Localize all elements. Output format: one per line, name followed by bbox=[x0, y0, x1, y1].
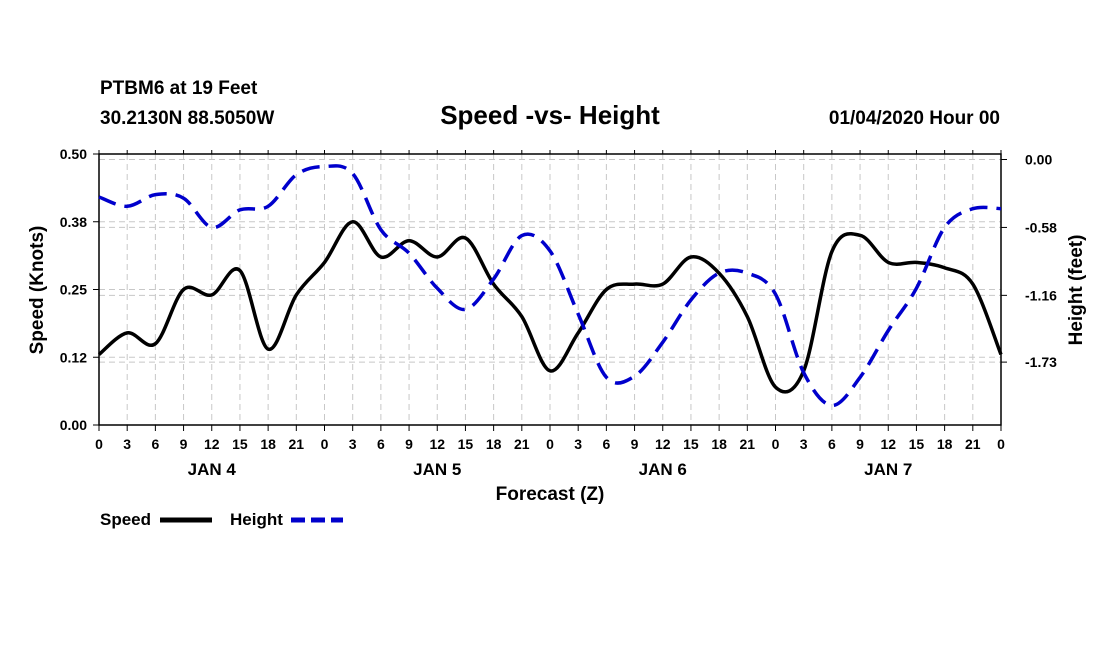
grid-lines bbox=[99, 154, 1001, 425]
x-tick-label: 18 bbox=[937, 436, 953, 452]
x-tick-label: 12 bbox=[429, 436, 445, 452]
x-tick-label: 3 bbox=[123, 436, 131, 452]
x-tick-label: 15 bbox=[458, 436, 474, 452]
legend-height-label: Height bbox=[230, 510, 283, 529]
y-tick-label-left: 0.12 bbox=[60, 349, 87, 365]
y-axis-right-title: Height (feet) bbox=[1066, 235, 1087, 346]
y-tick-label-right: 0.00 bbox=[1025, 152, 1052, 168]
y-tick-label-left: 0.38 bbox=[60, 214, 87, 230]
x-day-label: JAN 4 bbox=[188, 460, 237, 479]
y-tick-label-left: 0.25 bbox=[60, 282, 87, 298]
x-tick-label: 0 bbox=[997, 436, 1005, 452]
y-tick-label-right: -1.16 bbox=[1025, 287, 1057, 303]
x-tick-label: 6 bbox=[828, 436, 836, 452]
y-tick-label-right: -1.73 bbox=[1025, 354, 1057, 370]
x-tick-label: 9 bbox=[631, 436, 639, 452]
forecast-datetime: 01/04/2020 Hour 00 bbox=[829, 108, 1000, 129]
x-tick-label: 18 bbox=[711, 436, 727, 452]
y-tick-label-left: 0.50 bbox=[60, 146, 87, 162]
x-tick-label: 18 bbox=[260, 436, 276, 452]
x-tick-label: 6 bbox=[377, 436, 385, 452]
x-tick-label: 15 bbox=[232, 436, 248, 452]
x-tick-label: 0 bbox=[772, 436, 780, 452]
x-tick-label: 12 bbox=[204, 436, 220, 452]
axes: 0 3 6 9 12 15 18 21 0 3 6 9 12 15 18 21 0 3 6 9 12 15 18 21 0 3 6 9… bbox=[60, 146, 1057, 479]
series-layer bbox=[97, 164, 1003, 408]
x-tick-label: 15 bbox=[683, 436, 699, 452]
series-speed-line bbox=[97, 220, 1003, 394]
x-tick-label: 15 bbox=[909, 436, 925, 452]
station-name: PTBM6 at 19 Feet bbox=[100, 78, 258, 99]
x-tick-label: 3 bbox=[800, 436, 808, 452]
x-tick-label: 18 bbox=[486, 436, 502, 452]
x-tick-label: 3 bbox=[349, 436, 357, 452]
x-tick-label: 3 bbox=[574, 436, 582, 452]
x-day-label: JAN 6 bbox=[639, 460, 687, 479]
x-day-label: JAN 5 bbox=[413, 460, 461, 479]
y-tick-label-right: -0.58 bbox=[1025, 219, 1057, 235]
x-tick-label: 9 bbox=[856, 436, 864, 452]
x-tick-label: 0 bbox=[95, 436, 103, 452]
x-tick-label: 12 bbox=[655, 436, 671, 452]
x-tick-label: 0 bbox=[546, 436, 554, 452]
station-coords: 30.2130N 88.5050W bbox=[100, 108, 274, 129]
series-height-line bbox=[98, 164, 1002, 408]
chart-title: Speed -vs- Height bbox=[440, 100, 660, 130]
x-tick-label: 21 bbox=[289, 436, 305, 452]
y-axis-left-title: Speed (Knots) bbox=[27, 226, 48, 355]
x-tick-label: 12 bbox=[880, 436, 896, 452]
y-tick-label-left: 0.00 bbox=[60, 417, 87, 433]
x-tick-label: 0 bbox=[321, 436, 329, 452]
x-tick-label: 9 bbox=[405, 436, 413, 452]
x-tick-label: 21 bbox=[965, 436, 981, 452]
x-tick-label: 6 bbox=[602, 436, 610, 452]
x-tick-label: 21 bbox=[740, 436, 756, 452]
legend-speed-label: Speed bbox=[100, 510, 151, 529]
x-tick-label: 9 bbox=[180, 436, 188, 452]
x-tick-label: 21 bbox=[514, 436, 530, 452]
x-tick-label: 6 bbox=[151, 436, 159, 452]
legend: Speed Height bbox=[100, 510, 343, 529]
x-axis-title: Forecast (Z) bbox=[496, 484, 605, 505]
x-day-label: JAN 7 bbox=[864, 460, 912, 479]
